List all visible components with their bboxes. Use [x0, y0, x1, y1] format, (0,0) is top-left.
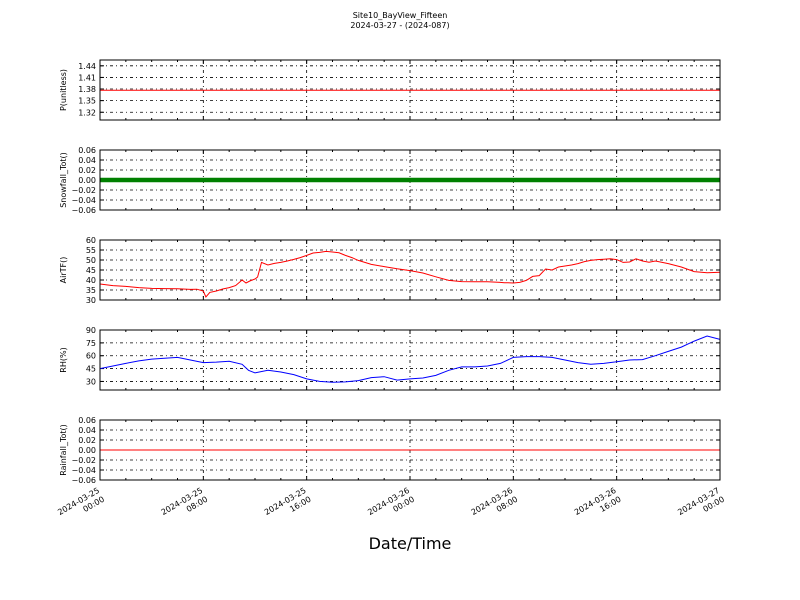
- y-tick-label: 30: [86, 377, 96, 386]
- x-axis-label: Date/Time: [368, 534, 452, 553]
- y-axis-label: RH(%): [59, 347, 68, 372]
- y-tick-label: 50: [86, 256, 96, 265]
- y-tick-label: 1.38: [78, 85, 96, 94]
- chart-title: Site10_BayView_Fifteen: [352, 11, 448, 20]
- axes-frame: [99, 239, 721, 301]
- y-tick-label: 1.35: [78, 97, 96, 106]
- y-tick-label: 1.41: [78, 73, 96, 82]
- x-tick-label: 2024-03-2616:00: [573, 486, 623, 526]
- y-tick-label: 0.06: [78, 146, 96, 155]
- y-tick-label: 1.32: [78, 108, 96, 117]
- y-tick-label: 45: [86, 266, 96, 275]
- x-tick-label: 2024-03-2508:00: [160, 486, 210, 526]
- y-tick-label: 0.02: [78, 166, 96, 175]
- y-tick-label: 0.04: [78, 426, 96, 435]
- y-tick-label: −0.06: [71, 476, 96, 485]
- axes-frame: [99, 59, 721, 121]
- y-tick-label: 40: [86, 276, 96, 285]
- axes-frame: [99, 149, 721, 211]
- series-line: [99, 335, 721, 383]
- y-axis-label: Rainfall_Tot(): [59, 424, 68, 476]
- y-tick-label: 60: [86, 236, 96, 245]
- y-tick-label: −0.06: [71, 206, 96, 215]
- y-tick-label: −0.02: [71, 186, 96, 195]
- x-tick-label: 2024-03-2516:00: [263, 486, 313, 526]
- y-tick-label: −0.02: [71, 456, 96, 465]
- y-axis-label: Snowfall_Tot(): [59, 152, 68, 208]
- x-tick-label: 2024-03-2608:00: [470, 486, 520, 526]
- x-tick-label: 2024-03-2700:00: [676, 486, 726, 526]
- series-line: [99, 250, 721, 298]
- y-tick-label: 45: [86, 365, 96, 374]
- y-tick-label: −0.04: [71, 196, 96, 205]
- x-tick-label: 2024-03-2500:00: [56, 486, 106, 526]
- axes-frame: [99, 329, 721, 391]
- y-tick-label: 30: [86, 296, 96, 305]
- y-tick-label: 55: [86, 246, 96, 255]
- y-tick-label: 0.04: [78, 156, 96, 165]
- y-tick-label: 60: [86, 352, 96, 361]
- y-tick-label: 1.44: [78, 62, 96, 71]
- chart-subtitle: 2024-03-27 - (2024-087): [350, 21, 450, 30]
- y-tick-label: 0.02: [78, 436, 96, 445]
- y-tick-label: 0.00: [78, 446, 96, 455]
- y-tick-label: 0.00: [78, 176, 96, 185]
- y-tick-label: 90: [86, 326, 96, 335]
- axes-frame: [99, 419, 721, 481]
- y-tick-label: 35: [86, 286, 96, 295]
- y-axis-label: P(unitless): [59, 69, 68, 111]
- y-tick-label: 0.06: [78, 416, 96, 425]
- x-tick-label: 2024-03-2600:00: [366, 486, 416, 526]
- y-tick-label: 75: [86, 339, 96, 348]
- y-axis-label: AirTF(): [59, 257, 68, 284]
- y-tick-label: −0.04: [71, 466, 96, 475]
